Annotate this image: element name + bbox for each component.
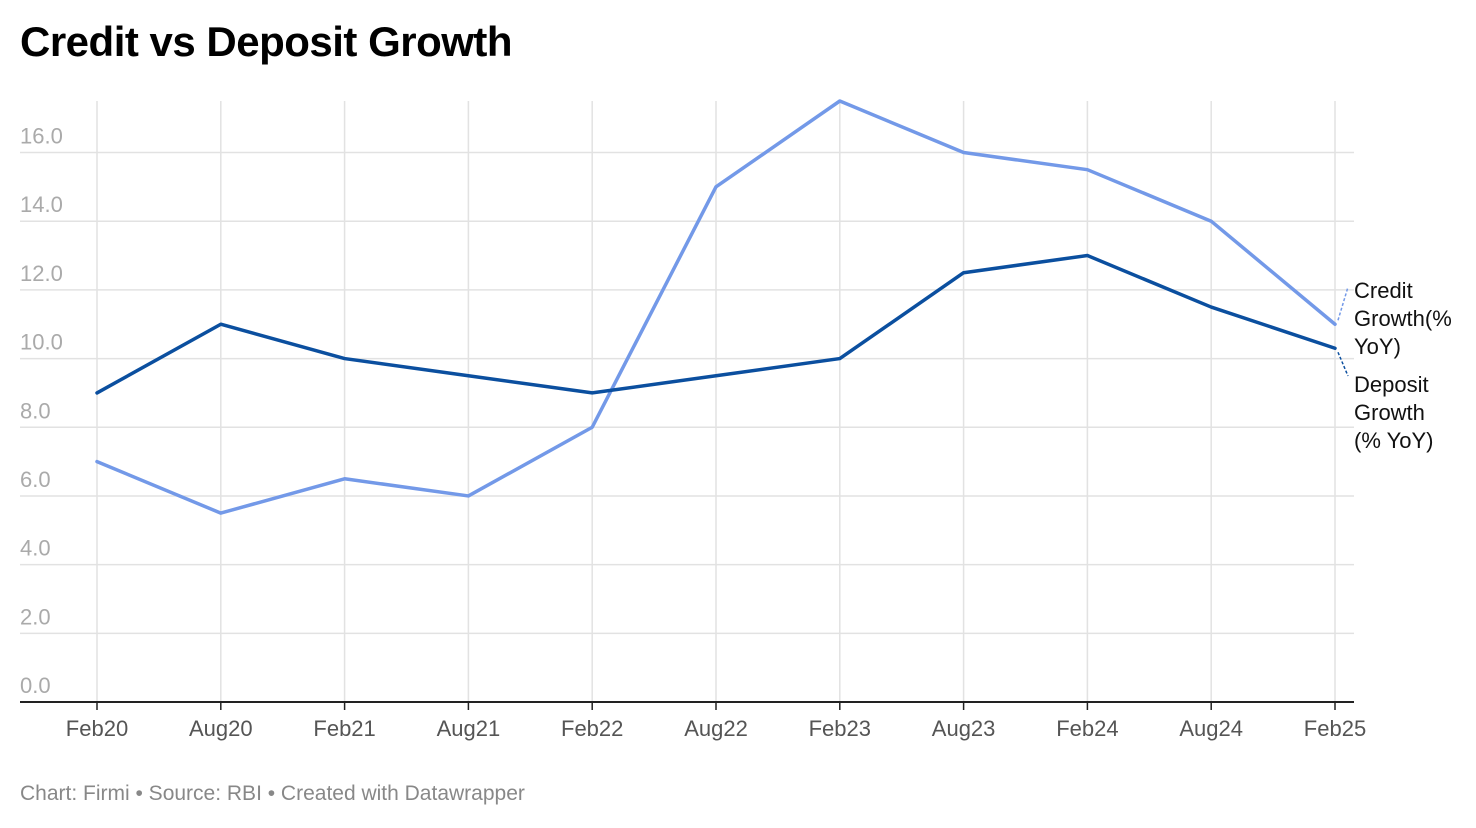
y-tick-label: 10.0 [20,330,63,355]
series-line-credit [95,99,1337,515]
chart-footer: Chart: Firmi • Source: RBI • Created wit… [20,782,525,805]
x-tick-label: Aug23 [932,716,996,741]
series-label-leader [1337,286,1349,321]
series-line-deposit [95,253,1337,395]
y-tick-label: 16.0 [20,124,63,149]
y-tick-label: 14.0 [20,192,63,217]
y-tick-label: 4.0 [20,536,51,561]
y-tick-label: 8.0 [20,398,51,423]
series-layer [95,99,1337,515]
y-tick-label: 0.0 [20,673,51,698]
series-label-leader [1337,351,1349,377]
y-tick-label: 2.0 [20,604,51,629]
x-tick-label: Aug20 [189,716,253,741]
x-tick-label: Feb22 [561,716,623,741]
series-label-deposit: Deposit Growth (% YoY) [1354,372,1434,453]
x-tick-label: Feb20 [66,716,128,741]
series-label-credit: Credit Growth(% YoY) [1354,278,1452,359]
grid-layer: Feb20 Aug20 Feb21 Aug21 Feb22 Aug22 Feb23 Aug23… [20,101,1366,741]
label-layer: Credit Growth(% YoY) Deposit Growth (% YoY) [1337,278,1452,453]
x-tick-label: Feb21 [313,716,375,741]
y-tick-label: 6.0 [20,467,51,492]
x-tick-label: Feb25 [1304,716,1366,741]
chart-title: Credit vs Deposit Growth [20,18,513,65]
x-tick-label: Feb23 [809,716,871,741]
y-tick-label: 12.0 [20,261,63,286]
x-tick-label: Aug21 [437,716,501,741]
x-tick-label: Aug24 [1179,716,1243,741]
x-tick-label: Aug22 [684,716,748,741]
x-tick-label: Feb24 [1056,716,1118,741]
